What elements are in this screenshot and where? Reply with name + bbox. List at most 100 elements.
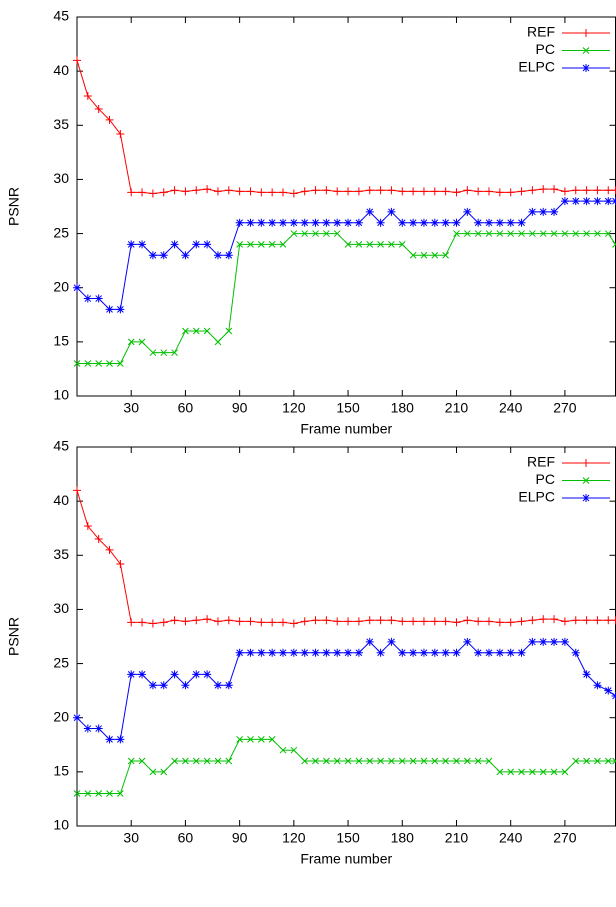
point-marker (582, 197, 591, 206)
point-marker (83, 522, 92, 531)
point-marker (561, 768, 569, 776)
point-marker (84, 360, 92, 367)
point-marker (268, 618, 277, 627)
x-tick-label: 120 (282, 400, 306, 416)
point-marker (127, 188, 136, 197)
point-marker (117, 360, 124, 367)
point-marker (203, 670, 212, 679)
point-marker (236, 736, 243, 743)
point-marker (539, 230, 547, 237)
point-marker (430, 187, 439, 196)
point-marker (159, 251, 168, 260)
point-marker (453, 230, 460, 237)
point-marker (192, 186, 201, 195)
point-marker (257, 188, 266, 197)
point-marker (290, 230, 298, 237)
point-marker (377, 757, 384, 765)
point-marker (463, 757, 471, 765)
point-marker (116, 559, 125, 568)
series-line (77, 233, 616, 365)
point-marker (160, 349, 168, 357)
point-marker (550, 207, 559, 216)
x-tick-label: 240 (499, 400, 523, 416)
y-tick-label: 10 (53, 817, 69, 833)
point-marker (73, 790, 81, 797)
point-marker (474, 187, 483, 196)
point-marker (311, 186, 320, 195)
point-marker (517, 218, 526, 227)
point-marker (224, 681, 233, 690)
point-marker (409, 218, 418, 227)
point-marker (149, 349, 157, 357)
x-tick-label: 30 (123, 830, 139, 846)
point-marker (474, 757, 482, 765)
point-marker (354, 187, 363, 196)
point-marker (344, 241, 352, 248)
point-marker (560, 197, 569, 206)
point-marker (322, 616, 331, 625)
point-marker (365, 207, 374, 216)
point-marker (214, 338, 222, 346)
point-marker (474, 617, 483, 626)
point-marker (116, 305, 125, 314)
point-marker (604, 197, 613, 206)
x-tick-label: 60 (178, 400, 194, 416)
point-marker (322, 186, 331, 195)
point-marker (583, 757, 590, 765)
x-tick-label: 270 (553, 830, 577, 846)
point-marker (452, 618, 461, 627)
point-marker (290, 746, 298, 754)
point-marker (409, 648, 418, 657)
point-marker (507, 768, 515, 776)
point-marker (442, 757, 449, 765)
point-marker (518, 230, 525, 237)
point-marker (224, 186, 233, 195)
point-marker (225, 327, 233, 335)
point-marker (73, 360, 81, 367)
y-tick-label: 40 (53, 492, 69, 508)
point-marker (344, 187, 353, 196)
point-marker (73, 283, 81, 292)
point-marker (442, 251, 449, 259)
point-marker (84, 790, 92, 797)
point-marker (506, 618, 515, 627)
y-tick-label: 20 (53, 278, 69, 294)
y-tick-label: 35 (53, 116, 69, 132)
point-marker (550, 230, 558, 237)
point-marker (388, 757, 395, 765)
point-marker (289, 218, 298, 227)
point-marker (496, 768, 504, 776)
point-marker (105, 115, 114, 124)
point-marker (611, 197, 616, 206)
point-marker (83, 92, 92, 101)
point-marker (94, 535, 103, 544)
point-marker (192, 757, 200, 765)
point-marker (377, 241, 384, 248)
point-marker (594, 757, 601, 765)
point-marker (571, 186, 580, 195)
point-marker (203, 615, 212, 624)
point-marker (333, 218, 342, 227)
point-marker (517, 648, 526, 657)
point-marker (506, 218, 515, 227)
point-marker (333, 230, 341, 237)
y-axis-label: PSNR (6, 617, 22, 656)
point-marker (485, 757, 493, 765)
point-marker (463, 207, 472, 216)
x-tick-label: 210 (445, 830, 469, 846)
point-marker (138, 188, 147, 197)
y-tick-label: 45 (53, 438, 69, 454)
point-marker (430, 218, 439, 227)
point-marker (529, 230, 536, 237)
point-marker (593, 197, 602, 206)
point-marker (73, 56, 81, 65)
point-marker (257, 618, 266, 627)
point-marker (550, 615, 559, 624)
point-marker (572, 230, 580, 237)
point-marker (300, 648, 309, 657)
legend-label: PC (536, 471, 555, 487)
point-marker (268, 218, 277, 227)
legend-marker (582, 64, 590, 72)
x-tick-label: 180 (391, 830, 415, 846)
point-marker (301, 757, 309, 765)
